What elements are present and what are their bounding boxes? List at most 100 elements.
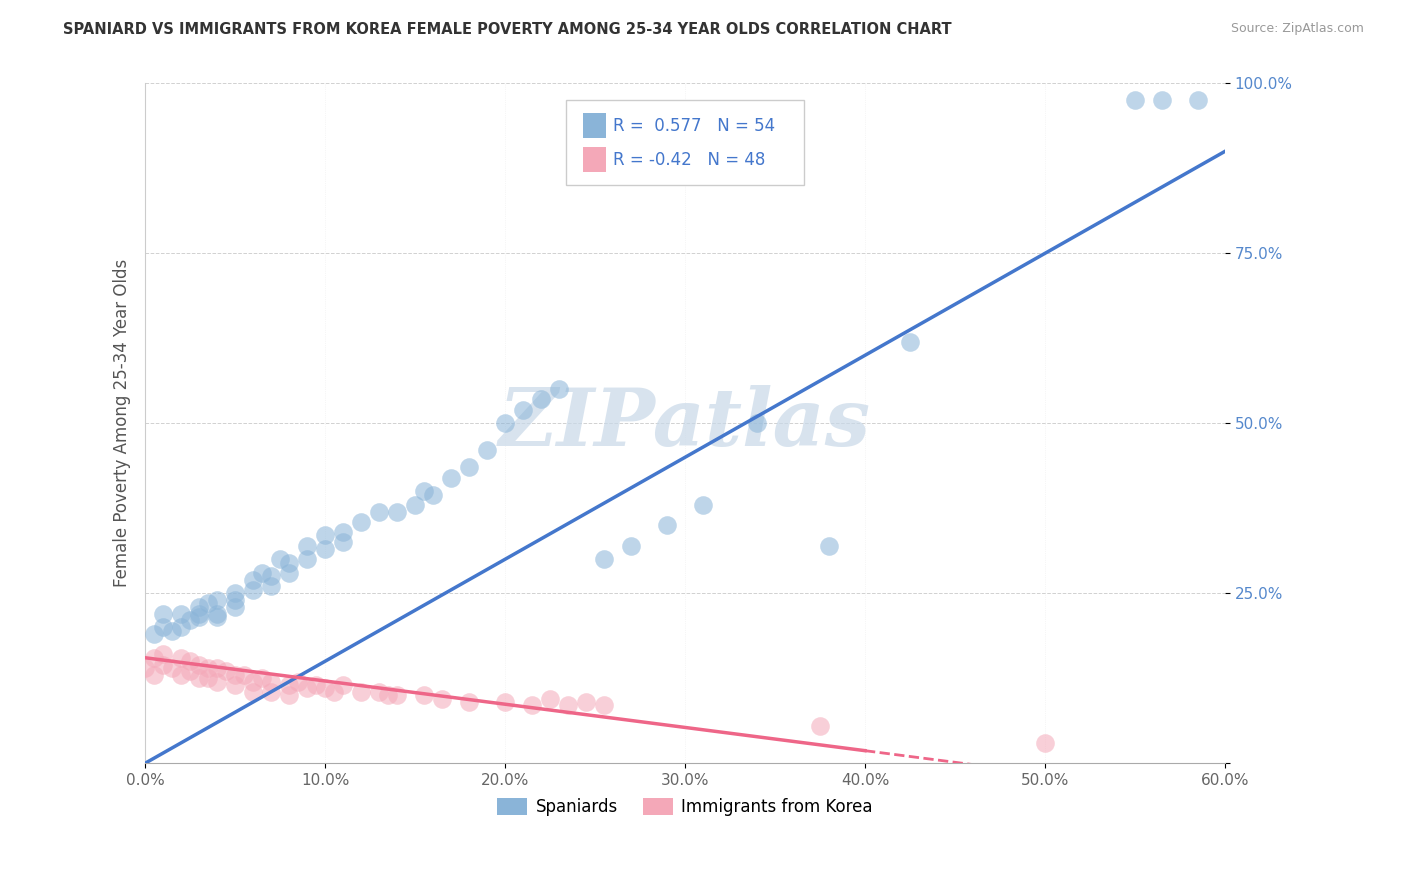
Point: [538, 691, 561, 706]
Point: [207, 610, 229, 624]
Point: [305, 678, 328, 692]
Point: [314, 681, 336, 696]
Point: [269, 552, 291, 566]
Point: [152, 657, 174, 672]
Point: [745, 417, 768, 431]
Point: [162, 624, 184, 638]
Point: [134, 661, 156, 675]
Point: [520, 698, 543, 713]
Point: [898, 334, 921, 349]
Point: [297, 539, 319, 553]
Point: [170, 620, 193, 634]
Point: [242, 582, 264, 597]
Point: [197, 661, 219, 675]
Point: [297, 681, 319, 696]
Point: [224, 593, 246, 607]
Point: [188, 671, 211, 685]
Point: [170, 607, 193, 621]
Point: [314, 528, 336, 542]
Point: [143, 667, 166, 681]
Point: [593, 552, 616, 566]
Point: [224, 599, 246, 614]
Point: [179, 614, 201, 628]
Point: [314, 542, 336, 557]
Point: [387, 688, 409, 702]
Point: [494, 417, 516, 431]
Point: [215, 665, 238, 679]
Point: [224, 586, 246, 600]
Point: [242, 685, 264, 699]
Point: [143, 627, 166, 641]
FancyBboxPatch shape: [582, 146, 606, 172]
Point: [458, 460, 481, 475]
Point: [143, 650, 166, 665]
Point: [818, 539, 841, 553]
Point: [188, 599, 211, 614]
Point: [179, 654, 201, 668]
Point: [557, 698, 579, 713]
Point: [152, 648, 174, 662]
Point: [1123, 94, 1146, 108]
Point: [278, 556, 301, 570]
Point: [323, 685, 346, 699]
Point: [224, 667, 246, 681]
Point: [260, 569, 283, 583]
Point: [655, 518, 678, 533]
Point: [207, 674, 229, 689]
Point: [170, 667, 193, 681]
Point: [260, 579, 283, 593]
Point: [350, 515, 373, 529]
Point: [494, 695, 516, 709]
Point: [387, 505, 409, 519]
Point: [332, 524, 354, 539]
Point: [475, 443, 498, 458]
Point: [413, 688, 436, 702]
Point: [179, 665, 201, 679]
Point: [350, 685, 373, 699]
Point: [368, 505, 391, 519]
Point: [548, 382, 571, 396]
Point: [620, 539, 643, 553]
Point: [368, 685, 391, 699]
Point: [162, 661, 184, 675]
Point: [692, 498, 714, 512]
Point: [1187, 94, 1209, 108]
Point: [593, 698, 616, 713]
Point: [224, 678, 246, 692]
Point: [260, 685, 283, 699]
Point: [530, 392, 553, 407]
Point: [188, 607, 211, 621]
Text: R = -0.42   N = 48: R = -0.42 N = 48: [613, 151, 765, 169]
Point: [152, 620, 174, 634]
Point: [575, 695, 598, 709]
Point: [278, 566, 301, 580]
Point: [287, 674, 309, 689]
Point: [413, 484, 436, 499]
Point: [242, 674, 264, 689]
Point: [512, 402, 534, 417]
Point: [458, 695, 481, 709]
Point: [242, 573, 264, 587]
Point: [260, 674, 283, 689]
Point: [197, 671, 219, 685]
Text: SPANIARD VS IMMIGRANTS FROM KOREA FEMALE POVERTY AMONG 25-34 YEAR OLDS CORRELATI: SPANIARD VS IMMIGRANTS FROM KOREA FEMALE…: [63, 22, 952, 37]
FancyBboxPatch shape: [567, 101, 804, 186]
Point: [188, 657, 211, 672]
Point: [430, 691, 453, 706]
Text: Source: ZipAtlas.com: Source: ZipAtlas.com: [1230, 22, 1364, 36]
Point: [170, 650, 193, 665]
Point: [1150, 94, 1173, 108]
Point: [297, 552, 319, 566]
Point: [197, 596, 219, 610]
Point: [233, 667, 256, 681]
Legend: Spaniards, Immigrants from Korea: Spaniards, Immigrants from Korea: [491, 791, 880, 822]
Point: [278, 678, 301, 692]
Point: [440, 470, 463, 484]
Point: [188, 610, 211, 624]
Text: ZIPatlas: ZIPatlas: [499, 384, 872, 462]
Point: [207, 607, 229, 621]
Point: [207, 661, 229, 675]
Point: [377, 688, 399, 702]
Y-axis label: Female Poverty Among 25-34 Year Olds: Female Poverty Among 25-34 Year Olds: [114, 260, 131, 588]
Point: [1033, 736, 1056, 750]
